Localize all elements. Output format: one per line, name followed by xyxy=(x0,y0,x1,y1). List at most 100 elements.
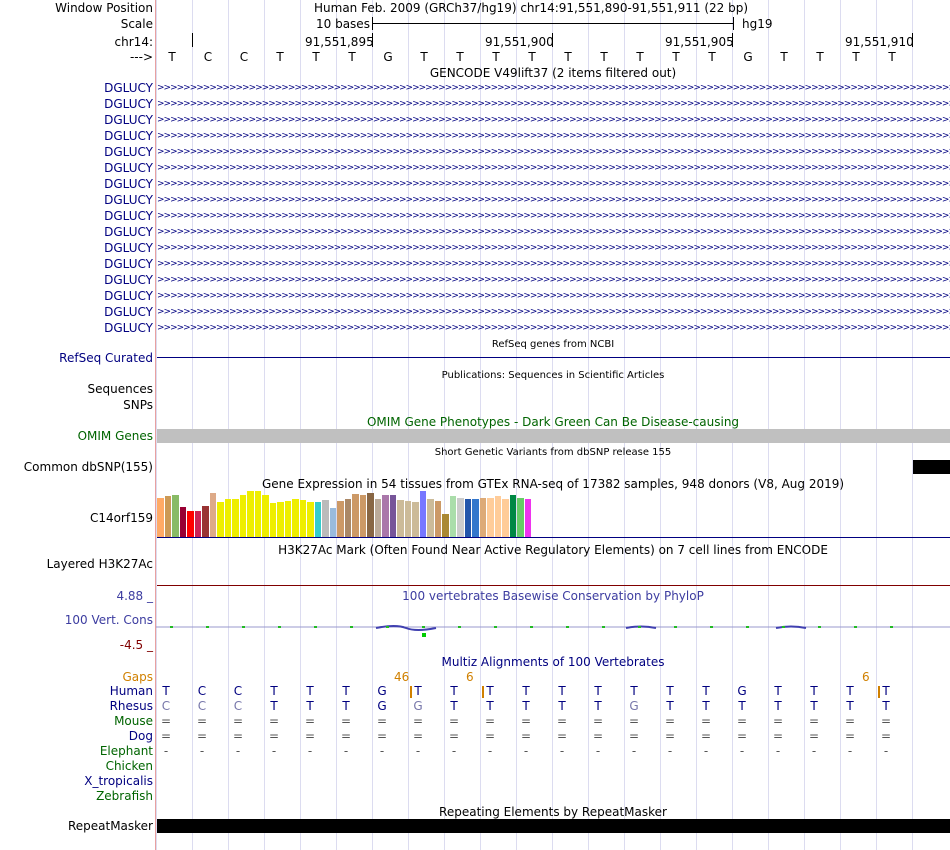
gencode-transcript-arrows[interactable]: >>>>>>>>>>>>>>>>>>>>>>>>>>>>>>>>>>>>>>>>… xyxy=(157,131,950,141)
gtex-tissue-bar[interactable] xyxy=(367,493,374,537)
gtex-tissue-bar[interactable] xyxy=(209,493,216,537)
species-label[interactable]: Chicken xyxy=(105,759,153,773)
gtex-tissue-bar[interactable] xyxy=(487,498,494,537)
species-label[interactable]: Mouse xyxy=(114,714,153,728)
gtex-tissue-bar[interactable] xyxy=(322,500,329,537)
gtex-tissue-bar[interactable] xyxy=(494,496,501,537)
gtex-tissue-bar[interactable] xyxy=(434,501,441,537)
gencode-item-label[interactable]: DGLUCY xyxy=(104,113,153,127)
gtex-tissue-bar[interactable] xyxy=(359,495,366,537)
gencode-item-label[interactable]: DGLUCY xyxy=(104,161,153,175)
dbsnp-label[interactable]: Common dbSNP(155) xyxy=(23,460,153,474)
gencode-item-label[interactable]: DGLUCY xyxy=(104,177,153,191)
refseq-track-title[interactable]: RefSeq genes from NCBI xyxy=(491,339,615,350)
species-label[interactable]: Elephant xyxy=(99,744,153,758)
species-label[interactable]: X_tropicalis xyxy=(84,774,153,788)
h3k27ac-label[interactable]: Layered H3K27Ac xyxy=(46,557,153,571)
dbsnp-track-title[interactable]: Short Genetic Variants from dbSNP releas… xyxy=(434,447,672,458)
gtex-tissue-bar[interactable] xyxy=(344,499,351,537)
gtex-tissue-bar[interactable] xyxy=(412,502,419,537)
gencode-transcript-arrows[interactable]: >>>>>>>>>>>>>>>>>>>>>>>>>>>>>>>>>>>>>>>>… xyxy=(157,275,950,285)
omim-label[interactable]: OMIM Genes xyxy=(77,429,153,443)
gtex-tissue-bar[interactable] xyxy=(419,491,426,537)
gencode-transcript-arrows[interactable]: >>>>>>>>>>>>>>>>>>>>>>>>>>>>>>>>>>>>>>>>… xyxy=(157,83,950,93)
refseq-label[interactable]: RefSeq Curated xyxy=(59,351,153,365)
gtex-tissue-bar[interactable] xyxy=(502,499,509,537)
gtex-tissue-bar[interactable] xyxy=(269,503,276,537)
species-label[interactable]: Zebrafish xyxy=(96,789,153,803)
gtex-tissue-bar[interactable] xyxy=(517,498,524,537)
gtex-tissue-bar[interactable] xyxy=(352,494,359,537)
cons-track-title[interactable]: 100 vertebrates Basewise Conservation by… xyxy=(402,589,704,603)
publications-track-title[interactable]: Publications: Sequences in Scientific Ar… xyxy=(441,370,665,381)
gencode-transcript-arrows[interactable]: >>>>>>>>>>>>>>>>>>>>>>>>>>>>>>>>>>>>>>>>… xyxy=(157,195,950,205)
gtex-tissue-bar[interactable] xyxy=(464,499,471,537)
gtex-tissue-bar[interactable] xyxy=(299,500,306,537)
cons-wiggle[interactable] xyxy=(156,620,950,640)
gencode-transcript-arrows[interactable]: >>>>>>>>>>>>>>>>>>>>>>>>>>>>>>>>>>>>>>>>… xyxy=(157,291,950,301)
rmsk-label[interactable]: RepeatMasker xyxy=(67,819,153,833)
gencode-item-label[interactable]: DGLUCY xyxy=(104,273,153,287)
gencode-item-label[interactable]: DGLUCY xyxy=(104,209,153,223)
gtex-tissue-bar[interactable] xyxy=(247,491,254,537)
gencode-transcript-arrows[interactable]: >>>>>>>>>>>>>>>>>>>>>>>>>>>>>>>>>>>>>>>>… xyxy=(157,227,950,237)
rmsk-track-title[interactable]: Repeating Elements by RepeatMasker xyxy=(439,805,667,819)
gtex-tissue-bar[interactable] xyxy=(442,514,449,537)
gtex-tissue-bar[interactable] xyxy=(382,495,389,537)
gtex-tissue-bar[interactable] xyxy=(262,495,269,537)
gencode-item-label[interactable]: DGLUCY xyxy=(104,289,153,303)
gencode-item-label[interactable]: DGLUCY xyxy=(104,145,153,159)
omim-track-title[interactable]: OMIM Gene Phenotypes - Dark Green Can Be… xyxy=(366,415,740,429)
gtex-tissue-bar[interactable] xyxy=(179,507,186,537)
gencode-item-label[interactable]: DGLUCY xyxy=(104,305,153,319)
gtex-tissue-bar[interactable] xyxy=(292,499,299,537)
gencode-transcript-arrows[interactable]: >>>>>>>>>>>>>>>>>>>>>>>>>>>>>>>>>>>>>>>>… xyxy=(157,99,950,109)
gencode-transcript-arrows[interactable]: >>>>>>>>>>>>>>>>>>>>>>>>>>>>>>>>>>>>>>>>… xyxy=(157,115,950,125)
gtex-tissue-bar[interactable] xyxy=(284,501,291,537)
gtex-tissue-bar[interactable] xyxy=(232,499,239,537)
gencode-item-label[interactable]: DGLUCY xyxy=(104,81,153,95)
gencode-transcript-arrows[interactable]: >>>>>>>>>>>>>>>>>>>>>>>>>>>>>>>>>>>>>>>>… xyxy=(157,147,950,157)
multiz-track-title[interactable]: Multiz Alignments of 100 Vertebrates xyxy=(441,655,665,669)
gencode-track-title[interactable]: GENCODE V49lift37 (2 items filtered out) xyxy=(429,66,677,80)
gtex-gene-label[interactable]: C14orf159 xyxy=(89,511,153,525)
gtex-tissue-bar[interactable] xyxy=(172,495,179,537)
gtex-tissue-bar[interactable] xyxy=(389,495,396,537)
gencode-item-label[interactable]: DGLUCY xyxy=(104,241,153,255)
gtex-tissue-bar[interactable] xyxy=(314,502,321,537)
gtex-tissue-bar[interactable] xyxy=(374,499,381,537)
gtex-tissue-bar[interactable] xyxy=(277,502,284,537)
gtex-tissue-bar[interactable] xyxy=(337,501,344,537)
gtex-tissue-bar[interactable] xyxy=(329,508,336,537)
gencode-transcript-arrows[interactable]: >>>>>>>>>>>>>>>>>>>>>>>>>>>>>>>>>>>>>>>>… xyxy=(157,163,950,173)
gtex-tissue-bar[interactable] xyxy=(194,511,201,537)
gtex-tissue-bar[interactable] xyxy=(239,495,246,537)
gencode-transcript-arrows[interactable]: >>>>>>>>>>>>>>>>>>>>>>>>>>>>>>>>>>>>>>>>… xyxy=(157,179,950,189)
species-label[interactable]: Human xyxy=(109,684,153,698)
gtex-track-title[interactable]: Gene Expression in 54 tissues from GTEx … xyxy=(261,477,845,491)
refseq-gene-line[interactable] xyxy=(157,357,950,358)
gtex-tissue-bar[interactable] xyxy=(202,506,209,537)
species-label[interactable]: Dog xyxy=(128,729,153,743)
gtex-tissue-bar[interactable] xyxy=(187,511,194,537)
gtex-tissue-bar[interactable] xyxy=(427,499,434,537)
omim-gene-bar[interactable] xyxy=(157,429,950,443)
gtex-tissue-bar[interactable] xyxy=(307,502,314,537)
cons-label[interactable]: 100 Vert. Cons xyxy=(64,613,153,627)
gtex-tissue-bar[interactable] xyxy=(217,502,224,537)
species-label[interactable]: Rhesus xyxy=(109,699,153,713)
gencode-item-label[interactable]: DGLUCY xyxy=(104,97,153,111)
gencode-transcript-arrows[interactable]: >>>>>>>>>>>>>>>>>>>>>>>>>>>>>>>>>>>>>>>>… xyxy=(157,323,950,333)
gtex-tissue-bar[interactable] xyxy=(254,491,261,537)
gencode-item-label[interactable]: DGLUCY xyxy=(104,225,153,239)
h3k27ac-track-title[interactable]: H3K27Ac Mark (Often Found Near Active Re… xyxy=(278,543,828,557)
gtex-tissue-bar[interactable] xyxy=(404,501,411,537)
gencode-item-label[interactable]: DGLUCY xyxy=(104,257,153,271)
gtex-tissue-bar[interactable] xyxy=(479,498,486,537)
gencode-transcript-arrows[interactable]: >>>>>>>>>>>>>>>>>>>>>>>>>>>>>>>>>>>>>>>>… xyxy=(157,243,950,253)
gencode-transcript-arrows[interactable]: >>>>>>>>>>>>>>>>>>>>>>>>>>>>>>>>>>>>>>>>… xyxy=(157,307,950,317)
gtex-tissue-bar[interactable] xyxy=(509,495,516,537)
gencode-item-label[interactable]: DGLUCY xyxy=(104,321,153,335)
gtex-tissue-bar[interactable] xyxy=(164,496,171,537)
gencode-item-label[interactable]: DGLUCY xyxy=(104,193,153,207)
